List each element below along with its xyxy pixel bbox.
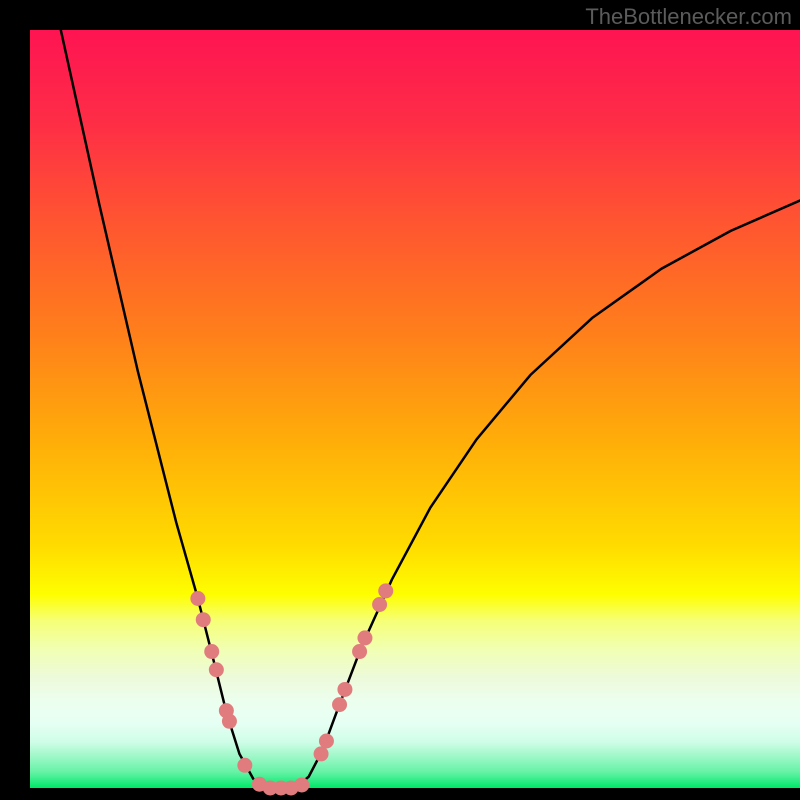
data-marker — [337, 682, 352, 697]
data-marker — [209, 662, 224, 677]
data-marker — [237, 758, 252, 773]
data-marker — [204, 644, 219, 659]
data-marker — [378, 583, 393, 598]
data-marker — [190, 591, 205, 606]
data-marker — [372, 597, 387, 612]
v-curve — [30, 30, 800, 788]
data-marker — [319, 734, 334, 749]
plot-area — [30, 30, 800, 788]
data-marker — [196, 612, 211, 627]
data-marker — [352, 644, 367, 659]
chart-root: TheBottlenecker.com — [0, 0, 800, 800]
data-marker — [222, 714, 237, 729]
data-marker — [357, 630, 372, 645]
watermark-label: TheBottlenecker.com — [585, 4, 792, 30]
data-marker — [332, 697, 347, 712]
bottleneck-curve-path — [61, 30, 800, 788]
data-marker — [314, 746, 329, 761]
data-marker — [294, 777, 309, 792]
